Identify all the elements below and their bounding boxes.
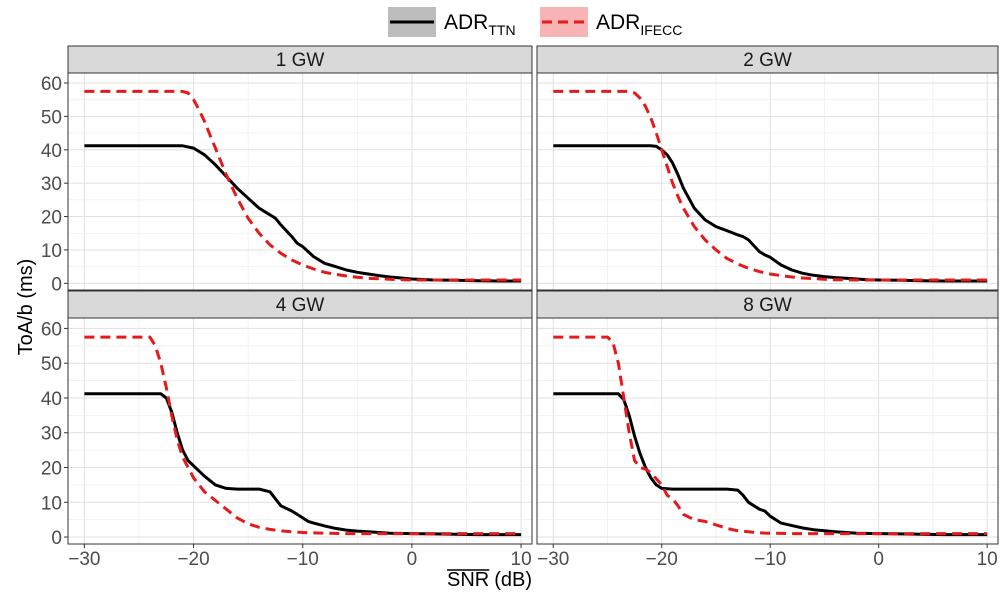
- panel-title: 2 GW: [743, 50, 792, 71]
- x-tick-label: −10: [754, 549, 786, 570]
- y-tick-label: 10: [41, 241, 62, 262]
- series-line-ifecc: [553, 335, 988, 536]
- panel-8-gw: 8 GW −30 −20 −10 0 10: [536, 290, 999, 570]
- legend-label-ttn: ADRTTN: [444, 11, 516, 38]
- y-tick-label: 20: [41, 459, 62, 480]
- legend: ADRTTN ADRIFECC: [388, 7, 682, 38]
- x-tick-label: 10: [977, 549, 998, 570]
- panel-strip: [536, 45, 999, 74]
- x-tick-label: 10: [511, 549, 532, 570]
- x-tick-label: 0: [873, 549, 884, 570]
- x-tick-label: −30: [537, 549, 569, 570]
- gridlines: [537, 318, 998, 544]
- y-tick-label: 60: [41, 319, 62, 340]
- legend-item-ifecc: ADRIFECC: [540, 7, 682, 38]
- y-tick-label: 20: [41, 208, 62, 229]
- panel-title: 8 GW: [743, 295, 792, 316]
- series-line-ifecc: [84, 335, 522, 536]
- legend-label-ifecc: ADRIFECC: [596, 11, 682, 38]
- gridlines: [68, 318, 532, 544]
- x-tick-label: 0: [407, 549, 418, 570]
- y-tick-label: 50: [41, 107, 62, 128]
- legend-item-ttn: ADRTTN: [388, 7, 516, 38]
- x-tick-label: −30: [68, 549, 100, 570]
- y-tick-label: 40: [41, 141, 62, 162]
- series-line-ifecc: [84, 89, 522, 282]
- panel-border: [536, 72, 999, 291]
- panel-border: [67, 72, 533, 291]
- panel-title: 4 GW: [276, 295, 325, 316]
- x-axis-title: SNR (dB): [447, 569, 532, 591]
- y-tick-label: 60: [41, 74, 62, 95]
- gridlines: [537, 73, 998, 290]
- panel-border: [536, 317, 999, 545]
- series-line-ttn: [84, 144, 522, 283]
- series-line-ttn: [553, 144, 988, 283]
- panel-border: [67, 317, 533, 545]
- panels: 1 GW 0 10 20 30 40 50 60 2 GW 4 GW 0 10 20 30 40 50 60 −3…: [41, 45, 999, 570]
- x-tick-label: −20: [646, 549, 678, 570]
- x-axis-title-main: SNR (dB): [447, 569, 532, 591]
- panel-1-gw: 1 GW 0 10 20 30 40 50 60: [41, 45, 533, 295]
- y-axis-title: ToA/b (ms): [15, 259, 37, 356]
- y-tick-label: 50: [41, 354, 62, 375]
- y-tick-label: 10: [41, 493, 62, 514]
- plot-area: [537, 73, 998, 290]
- x-tick-label: −10: [287, 549, 319, 570]
- gridlines: [68, 73, 532, 290]
- panel-4-gw: 4 GW 0 10 20 30 40 50 60 −30 −20 −10 0 10: [41, 290, 533, 570]
- panel-2-gw: 2 GW: [536, 45, 999, 291]
- panel-strip: [67, 290, 533, 319]
- x-tick-label: −20: [177, 549, 209, 570]
- plot-area: [537, 318, 998, 544]
- panel-title: 1 GW: [276, 50, 325, 71]
- y-tick-label: 40: [41, 389, 62, 410]
- plot-area: [68, 318, 532, 544]
- plot-area: [68, 73, 532, 290]
- y-tick-label: 0: [51, 528, 62, 549]
- series-line-ifecc: [553, 89, 988, 282]
- y-tick-label: 30: [41, 174, 62, 195]
- y-tick-label: 0: [51, 274, 62, 295]
- y-tick-label: 30: [41, 424, 62, 445]
